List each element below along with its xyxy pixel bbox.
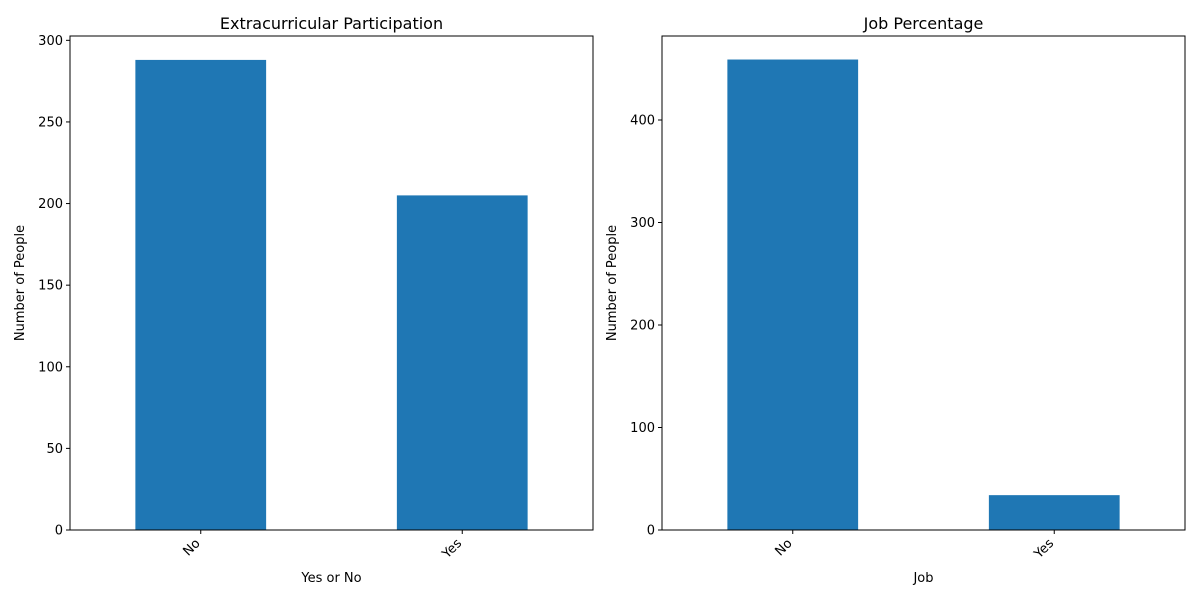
x-tick-label: Yes: [1031, 536, 1057, 562]
y-tick-label: 100: [38, 360, 63, 375]
plot-frame: [661, 35, 1186, 531]
bar-yes: [396, 195, 528, 530]
x-tick-label: No: [180, 536, 203, 559]
x-tick-label: Yes: [439, 536, 465, 562]
y-tick-label: 0: [55, 524, 63, 539]
y-tick-label: 250: [38, 115, 63, 130]
x-axis-label: Yes or No: [300, 571, 361, 586]
y-tick-label: 0: [647, 524, 655, 539]
chart-title: Extracurricular Participation: [220, 14, 443, 33]
y-tick-label: 200: [630, 318, 655, 333]
y-tick-label: 200: [38, 197, 63, 212]
x-tick-label: No: [772, 536, 795, 559]
y-tick-label: 150: [38, 279, 63, 294]
y-tick-label: 300: [630, 216, 655, 231]
y-tick-label: 300: [38, 34, 63, 49]
y-axis-label: Number of People: [13, 225, 28, 341]
y-tick-label: 100: [630, 421, 655, 436]
y-axis-label: Number of People: [605, 225, 620, 341]
chart-title: Job Percentage: [863, 14, 984, 33]
plot-frame: [69, 35, 594, 531]
chart-panel-extracurricular: Extracurricular Participation Yes or No …: [13, 14, 594, 586]
bar-yes: [988, 495, 1120, 530]
chart-panel-job: Job Percentage Job Number of People 0 100…: [605, 14, 1186, 586]
x-axis-label: Job: [912, 571, 933, 586]
bar-no: [727, 59, 859, 531]
bar-no: [135, 59, 267, 530]
y-tick-label: 50: [46, 442, 63, 457]
y-tick-label: 400: [630, 113, 655, 128]
